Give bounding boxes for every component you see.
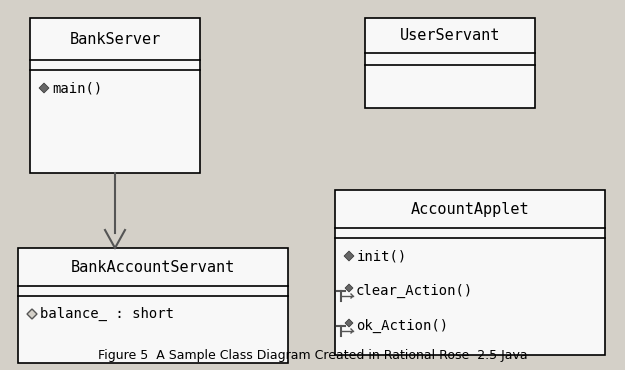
Polygon shape (344, 251, 354, 261)
Polygon shape (345, 319, 353, 327)
Text: AccountApplet: AccountApplet (411, 202, 529, 216)
Polygon shape (39, 83, 49, 93)
Text: BankServer: BankServer (69, 31, 161, 47)
Bar (30, 18, 200, 173)
Bar (18, 248, 288, 363)
Text: clear_Action(): clear_Action() (356, 284, 473, 298)
Polygon shape (27, 309, 37, 319)
Text: Figure 5  A Sample Class Diagram Created in Rational Rose  2.5 Java: Figure 5 A Sample Class Diagram Created … (98, 349, 528, 362)
Text: UserServant: UserServant (400, 28, 500, 43)
Bar (335, 190, 605, 355)
Text: ok_Action(): ok_Action() (356, 319, 448, 333)
Bar (365, 18, 535, 108)
Text: init(): init() (357, 249, 408, 263)
Polygon shape (345, 284, 353, 292)
Text: balance_ : short: balance_ : short (40, 307, 174, 321)
Text: BankAccountServant: BankAccountServant (71, 259, 235, 275)
Text: main(): main() (52, 81, 102, 95)
